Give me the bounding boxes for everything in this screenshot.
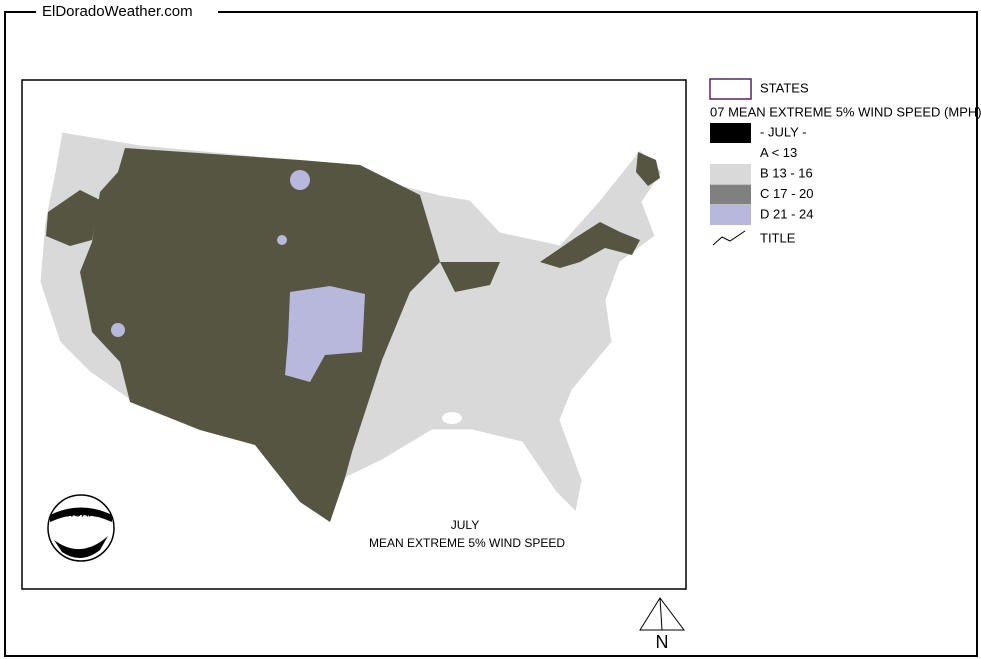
north-arrow: N	[639, 597, 685, 652]
legend-label: D 21 - 24	[760, 206, 813, 221]
states-label: STATES	[760, 80, 809, 95]
zone-white	[442, 412, 462, 424]
legend-swatch	[710, 143, 751, 164]
zone-olive-northwest	[46, 190, 100, 246]
title-icon	[712, 230, 746, 246]
legend-title: 07 MEAN EXTREME 5% WIND SPEED (MPH)	[710, 104, 981, 119]
zone-lavender	[111, 323, 125, 337]
site-title: ElDoradoWeather.com	[42, 3, 193, 20]
legend-swatch	[710, 123, 751, 143]
zone-lavender-plains	[285, 286, 365, 382]
legend-swatch	[710, 205, 751, 225]
frame	[4, 11, 978, 657]
north-label: N	[656, 632, 669, 652]
zone-lavender	[277, 235, 287, 245]
logo-text: NOAA	[66, 509, 95, 520]
us-map	[39, 131, 663, 523]
zone-lavender	[290, 170, 310, 190]
caption-title: MEAN EXTREME 5% WIND SPEED	[369, 536, 565, 550]
north-line	[659, 597, 663, 631]
logo-bird	[50, 507, 112, 559]
title-bg	[36, 2, 218, 22]
legend: STATES 07 MEAN EXTREME 5% WIND SPEED (MP…	[709, 78, 981, 246]
caption-month: JULY	[451, 518, 479, 532]
zone-olive-west	[80, 148, 440, 522]
legend-swatch	[710, 164, 751, 184]
legend-label: - JULY -	[760, 124, 806, 139]
states-swatch	[709, 78, 752, 100]
legend-label: A < 13	[760, 145, 797, 160]
zone-olive-maine	[636, 152, 660, 186]
legend-label: B 13 - 16	[760, 165, 813, 180]
zone-olive-northeast	[540, 222, 640, 268]
legend-label: C 17 - 20	[760, 186, 813, 201]
legend-swatch	[710, 184, 751, 205]
title-item: TITLE	[760, 230, 796, 245]
noaa-logo: NOAA	[47, 494, 115, 562]
zone-olive-lakes	[440, 262, 500, 292]
